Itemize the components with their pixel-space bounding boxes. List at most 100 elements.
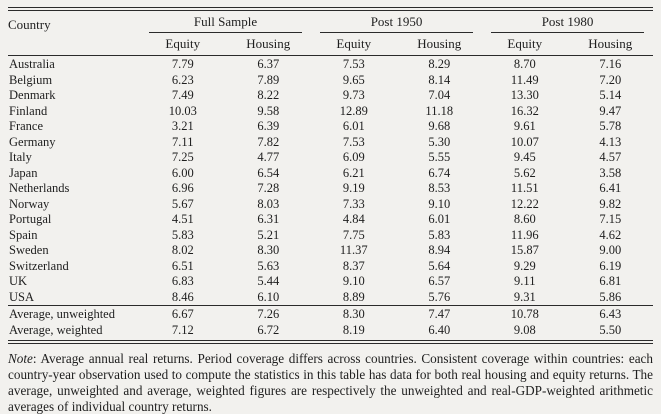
value-cell: 6.09 bbox=[342, 150, 365, 164]
value-cell: 7.47 bbox=[428, 307, 451, 321]
value-cell: 6.23 bbox=[171, 72, 194, 87]
country-cell: Australia bbox=[9, 57, 55, 71]
table-row: Japan 6.00 6.54 6.21 6.74 5.62 3.58 bbox=[8, 166, 653, 182]
value-cell: 9.58 bbox=[257, 103, 280, 118]
value-cell: 9.47 bbox=[599, 103, 622, 118]
value-cell: 8.37 bbox=[342, 258, 365, 273]
group-header-post-1950-label: Post 1950 bbox=[320, 14, 474, 33]
country-cell: Belgium bbox=[9, 72, 53, 87]
country-cell: Switzerland bbox=[9, 258, 69, 273]
value-cell: 9.82 bbox=[599, 196, 622, 211]
value-cell: 5.21 bbox=[257, 227, 280, 242]
value-cell: 12.89 bbox=[339, 103, 368, 118]
value-cell: 11.49 bbox=[510, 72, 539, 87]
value-cell: 6.19 bbox=[599, 258, 622, 273]
value-cell: 6.10 bbox=[257, 289, 280, 304]
value-cell: 7.16 bbox=[599, 57, 622, 71]
value-cell: 7.25 bbox=[171, 150, 194, 164]
group-header-full-sample: Full Sample bbox=[140, 9, 311, 33]
value-cell: 9.10 bbox=[342, 274, 365, 288]
value-cell: 9.31 bbox=[513, 289, 536, 304]
value-cell: 4.57 bbox=[599, 150, 622, 164]
value-cell: 6.01 bbox=[342, 119, 365, 133]
value-cell: 8.94 bbox=[428, 243, 451, 257]
group-header-post-1950: Post 1950 bbox=[311, 9, 482, 33]
value-cell: 4.77 bbox=[257, 150, 280, 164]
value-cell: 15.87 bbox=[510, 243, 539, 257]
value-cell: 10.03 bbox=[168, 103, 197, 118]
table-row: Sweden 8.02 8.30 11.37 8.94 15.87 9.00 bbox=[8, 243, 653, 259]
value-cell: 7.53 bbox=[342, 134, 365, 149]
value-cell: 8.22 bbox=[257, 88, 280, 102]
table-row: Denmark 7.49 8.22 9.73 7.04 13.30 5.14 bbox=[8, 88, 653, 104]
value-cell: 5.76 bbox=[428, 289, 451, 304]
value-cell: 9.73 bbox=[342, 88, 365, 102]
country-rows: Australia 7.79 6.37 7.53 8.29 8.70 7.16 Belgium… bbox=[8, 56, 653, 306]
value-cell: 7.12 bbox=[171, 322, 194, 337]
value-cell: 5.83 bbox=[428, 227, 451, 242]
summary-rows: Average, unweighted 6.67 7.26 8.30 7.47 10.78… bbox=[8, 305, 654, 342]
value-cell: 5.63 bbox=[257, 258, 280, 273]
value-cell: 5.86 bbox=[599, 289, 622, 304]
table-row: Finland 10.03 9.58 12.89 11.18 16.32 9.47 bbox=[8, 104, 653, 120]
value-cell: 9.19 bbox=[342, 181, 365, 195]
value-cell: 9.65 bbox=[342, 72, 365, 87]
table-row: UK 6.83 5.44 9.10 6.57 9.11 6.81 bbox=[8, 274, 653, 290]
value-cell: 5.83 bbox=[171, 227, 194, 242]
value-cell: 6.51 bbox=[171, 258, 194, 273]
value-cell: 6.31 bbox=[257, 212, 280, 226]
value-cell: 9.10 bbox=[428, 196, 451, 211]
country-cell: UK bbox=[9, 274, 28, 288]
value-cell: 6.00 bbox=[171, 165, 194, 180]
value-cell: 6.74 bbox=[428, 165, 451, 180]
value-cell: 9.68 bbox=[428, 119, 451, 133]
value-cell: 8.70 bbox=[513, 57, 536, 71]
value-cell: 5.50 bbox=[599, 322, 622, 337]
value-cell: 9.45 bbox=[513, 150, 536, 164]
value-cell: 8.46 bbox=[171, 289, 194, 304]
value-cell: 8.19 bbox=[342, 322, 365, 337]
value-cell: 3.58 bbox=[599, 165, 622, 180]
value-cell: 7.11 bbox=[172, 134, 194, 149]
value-cell: 6.67 bbox=[171, 307, 194, 321]
subheader-row: Equity Housing Equity Housing Equity Hou… bbox=[8, 33, 654, 56]
table-row: Switzerland 6.51 5.63 8.37 5.64 9.29 6.19 bbox=[8, 259, 653, 275]
value-cell: 8.14 bbox=[428, 72, 451, 87]
table-row: France 3.21 6.39 6.01 9.68 9.61 5.78 bbox=[8, 119, 653, 135]
table-row: Netherlands 6.96 7.28 9.19 8.53 11.51 6.41 bbox=[8, 181, 653, 197]
returns-table: Country Full Sample Post 1950 Post 1980 … bbox=[8, 7, 654, 344]
subheader-empty bbox=[8, 33, 140, 56]
country-cell: Spain bbox=[9, 227, 38, 242]
value-cell: 12.22 bbox=[510, 196, 539, 211]
value-cell: 4.51 bbox=[171, 212, 194, 226]
value-cell: 9.29 bbox=[513, 258, 536, 273]
value-cell: 8.29 bbox=[428, 57, 451, 71]
summary-row: Average, unweighted 6.67 7.26 8.30 7.47 10.78… bbox=[8, 306, 653, 323]
value-cell: 8.53 bbox=[428, 181, 451, 195]
value-cell: 7.53 bbox=[342, 57, 365, 71]
value-cell: 7.15 bbox=[599, 212, 622, 226]
value-cell: 6.43 bbox=[599, 307, 622, 321]
value-cell: 3.21 bbox=[171, 119, 194, 133]
value-cell: 7.20 bbox=[599, 72, 622, 87]
value-cell: 8.30 bbox=[342, 307, 365, 321]
value-cell: 6.83 bbox=[171, 274, 194, 288]
value-cell: 5.55 bbox=[428, 150, 451, 164]
value-cell: 6.72 bbox=[257, 322, 280, 337]
value-cell: 7.75 bbox=[342, 227, 365, 242]
table-header: Country Full Sample Post 1950 Post 1980 … bbox=[8, 9, 654, 56]
value-cell: 7.89 bbox=[257, 72, 280, 87]
country-cell: Italy bbox=[9, 150, 32, 164]
value-cell: 5.14 bbox=[599, 88, 622, 102]
value-cell: 10.78 bbox=[510, 307, 539, 321]
table-row: Norway 5.67 8.03 7.33 9.10 12.22 9.82 bbox=[8, 197, 653, 213]
country-cell: Finland bbox=[9, 103, 48, 118]
value-cell: 6.96 bbox=[171, 181, 194, 195]
table-row: USA 8.46 6.10 8.89 5.76 9.31 5.86 bbox=[8, 290, 653, 306]
value-cell: 5.67 bbox=[171, 196, 194, 211]
value-cell: 7.04 bbox=[428, 88, 451, 102]
table-row: Australia 7.79 6.37 7.53 8.29 8.70 7.16 bbox=[8, 56, 653, 73]
value-cell: 4.13 bbox=[599, 134, 622, 149]
value-cell: 6.57 bbox=[428, 274, 451, 288]
